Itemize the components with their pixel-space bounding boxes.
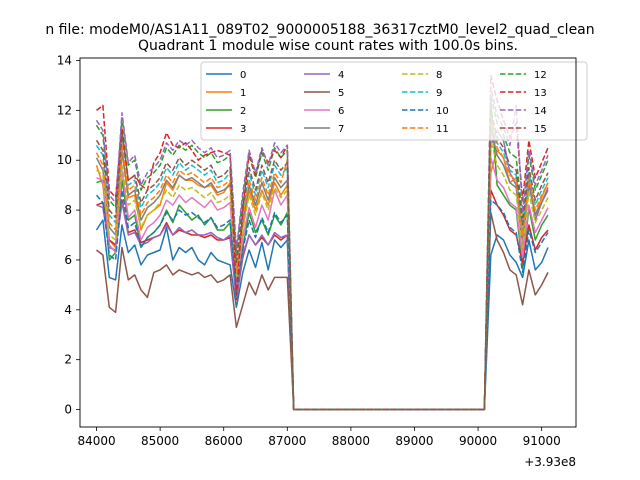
legend-label-13: 13 [534, 88, 547, 99]
legend-label-1: 1 [240, 88, 246, 99]
x-tick-label: 87000 [268, 434, 306, 448]
legend-label-4: 4 [338, 70, 344, 81]
legend-label-10: 10 [436, 106, 449, 117]
y-tick-label: 14 [57, 53, 72, 67]
y-tick-label: 4 [64, 303, 72, 317]
x-tick-label: 91000 [523, 434, 561, 448]
y-tick-label: 6 [64, 253, 72, 267]
plot-frame [79, 57, 577, 428]
legend-label-3: 3 [240, 124, 246, 135]
y-tick-label: 12 [57, 103, 72, 117]
y-tick-label: 8 [64, 203, 72, 217]
legend-label-5: 5 [338, 88, 344, 99]
y-tick-label: 2 [64, 353, 72, 367]
x-tick-label: 90000 [459, 434, 497, 448]
y-tick-label: 10 [57, 153, 72, 167]
legend-label-7: 7 [338, 124, 344, 135]
axes-layer: 84000 85000 86000 87000 88000 89000 90000 91000… [57, 53, 561, 448]
x-tick-label: 85000 [141, 434, 179, 448]
legend-label-8: 8 [436, 70, 442, 81]
chart-title: Quadrant 1 module wise count rates with … [138, 38, 518, 54]
x-tick-label: 89000 [395, 434, 433, 448]
x-tick-label: 88000 [332, 434, 370, 448]
legend-label-11: 11 [436, 124, 449, 135]
legend-label-6: 6 [338, 106, 344, 117]
series-line-15 [95, 109, 549, 411]
y-tick-label: 0 [64, 403, 72, 417]
figure-suptitle: n file: modeM0/AS1A11_089T02_9000005188_… [45, 22, 594, 38]
x-tick-label: 84000 [77, 434, 115, 448]
legend-label-2: 2 [240, 106, 246, 117]
x-tick-label: 86000 [205, 434, 243, 448]
series-layer [95, 74, 549, 411]
legend-label-12: 12 [534, 70, 547, 81]
legend-label-15: 15 [534, 124, 547, 135]
legend-label-14: 14 [534, 106, 547, 117]
legend-label-0: 0 [240, 70, 246, 81]
x-offset-label: +3.93e8 [524, 455, 576, 469]
legend-frame [200, 61, 588, 141]
legend-label-9: 9 [436, 88, 442, 99]
